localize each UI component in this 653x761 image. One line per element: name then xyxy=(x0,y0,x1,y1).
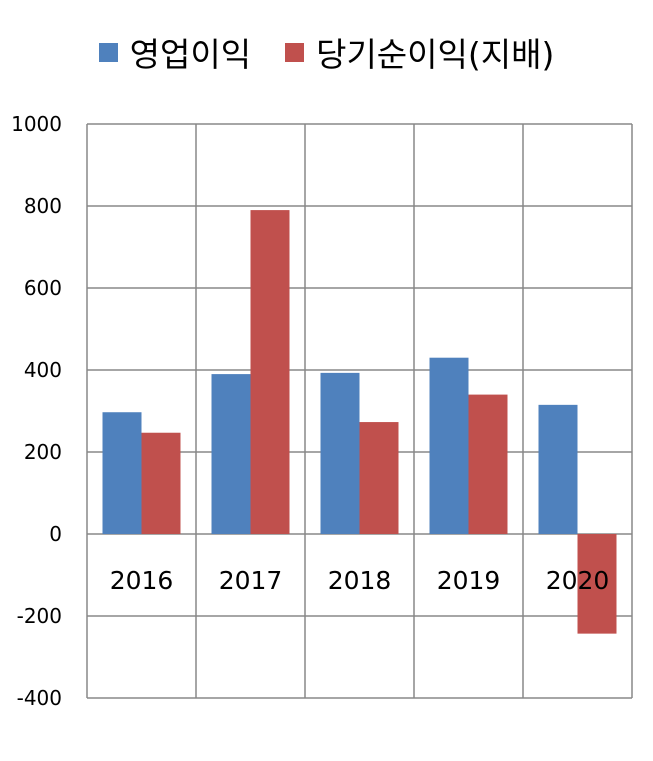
y-tick-label: 800 xyxy=(24,194,62,218)
bar-net-income-2020 xyxy=(577,534,617,634)
legend-label-operating-profit: 영업이익 xyxy=(129,35,252,74)
bar-net-income-2019 xyxy=(468,394,508,534)
y-tick-label: 600 xyxy=(24,276,62,300)
legend-item-net-income: 당기순이익(지배) xyxy=(285,28,554,76)
y-tick-label: 400 xyxy=(24,358,62,382)
legend-swatch-operating-profit xyxy=(98,42,118,62)
x-category-label: 2019 xyxy=(437,566,501,595)
legend-swatch-net-income xyxy=(285,42,305,62)
bar-operating-profit-2019 xyxy=(429,357,469,534)
legend: 영업이익 당기순이익(지배) xyxy=(0,28,653,76)
x-category-label: 2017 xyxy=(219,566,283,595)
bar-operating-profit-2018 xyxy=(320,372,360,534)
bar-net-income-2016 xyxy=(141,432,181,534)
bar-operating-profit-2020 xyxy=(538,404,578,534)
y-tick-label: -400 xyxy=(17,686,62,710)
x-category-label: 2020 xyxy=(546,566,610,595)
y-tick-label: 1000 xyxy=(11,112,62,136)
legend-item-operating-profit: 영업이익 xyxy=(98,28,252,76)
bar-net-income-2018 xyxy=(359,422,399,534)
x-category-label: 2018 xyxy=(328,566,392,595)
y-tick-label: 200 xyxy=(24,440,62,464)
bar-operating-profit-2016 xyxy=(102,412,142,534)
legend-label-net-income: 당기순이익(지배) xyxy=(316,35,555,74)
bar-net-income-2017 xyxy=(250,210,290,534)
x-category-label: 2016 xyxy=(110,566,174,595)
bar-operating-profit-2017 xyxy=(211,374,251,534)
y-tick-label: -200 xyxy=(17,604,62,628)
y-tick-label: 0 xyxy=(49,522,62,546)
